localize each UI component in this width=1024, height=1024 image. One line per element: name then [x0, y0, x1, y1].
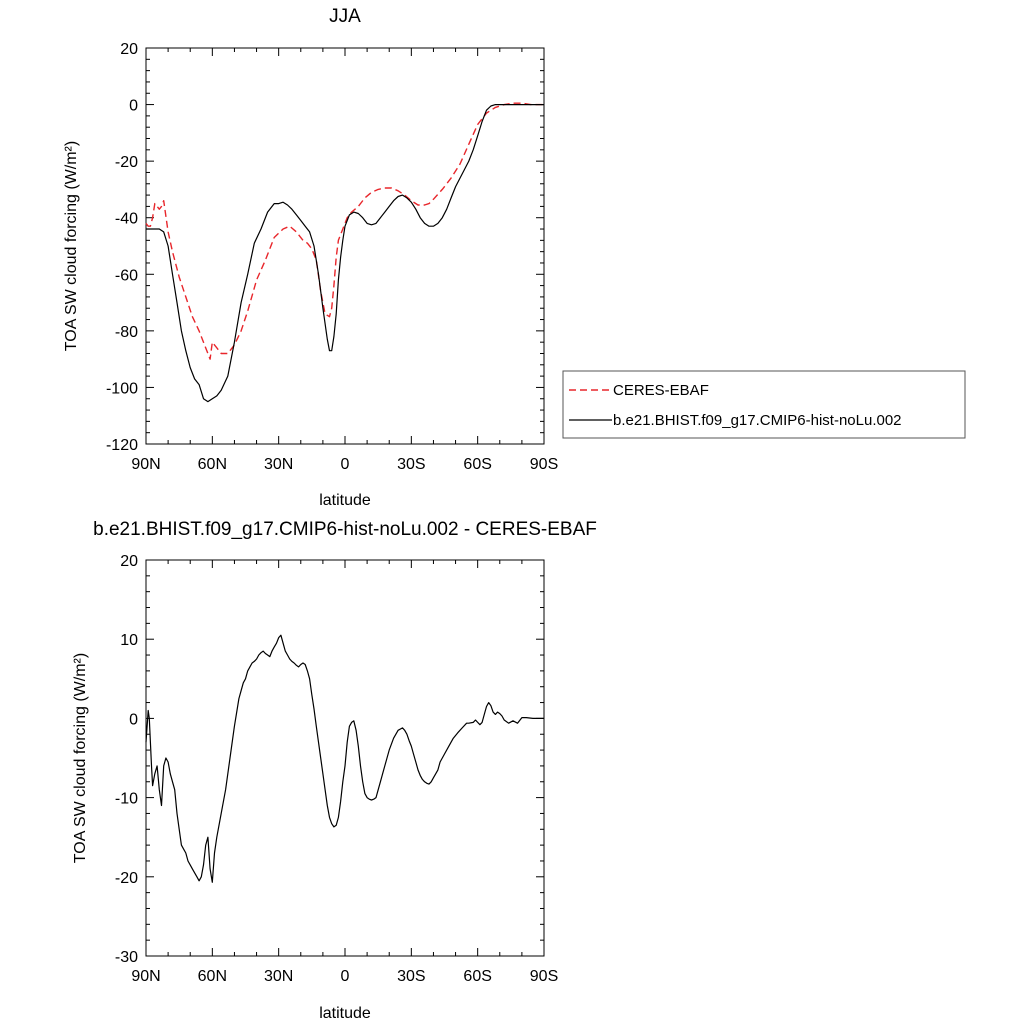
x-tick-label: 0: [341, 456, 350, 473]
y-tick-label: -40: [115, 211, 138, 228]
top-y-axis-title: TOA SW cloud forcing (W/m²): [63, 141, 80, 351]
legend-label-model: b.e21.BHIST.f09_g17.CMIP6-hist-noLu.002: [613, 412, 902, 429]
x-tick-label: 0: [341, 968, 350, 985]
top-x-tick-labels: 90N 60N 30N 0 30S 60S 90S: [131, 456, 558, 473]
bottom-y-tick-labels: 20 10 0 -10 -20 -30: [115, 553, 138, 966]
y-tick-label: -20: [115, 154, 138, 171]
top-panel: JJA 90N 60N 30N 0 30S 60S 90S 20 0 -20 -40 -60 -80 -…: [63, 6, 966, 509]
x-tick-label: 60S: [463, 968, 491, 985]
y-tick-label: -60: [115, 267, 138, 284]
bottom-axis-ticks: [145, 559, 545, 957]
y-tick-label: -10: [115, 791, 138, 808]
x-tick-label: 60N: [198, 456, 227, 473]
x-tick-label: 30S: [397, 456, 425, 473]
y-tick-label: 0: [129, 98, 138, 115]
y-tick-label: -100: [106, 380, 138, 397]
top-series-lines: [145, 102, 544, 403]
top-legend: CERES-EBAF b.e21.BHIST.f09_g17.CMIP6-his…: [562, 370, 966, 439]
x-tick-label: 90N: [131, 456, 160, 473]
x-tick-label: 60N: [198, 968, 227, 985]
top-y-tick-labels: 20 0 -20 -40 -60 -80 -100 -120: [106, 41, 138, 454]
bottom-series-lines: [145, 634, 544, 883]
legend-label-ceres: CERES-EBAF: [613, 382, 709, 399]
x-tick-label: 90S: [530, 968, 558, 985]
model-series-line: [146, 103, 544, 403]
x-tick-label: 90S: [530, 456, 558, 473]
y-tick-label: 0: [129, 711, 138, 728]
top-chart-title: JJA: [329, 6, 361, 27]
y-tick-label: 20: [120, 41, 138, 58]
x-tick-label: 60S: [463, 456, 491, 473]
difference-series-line: [145, 634, 544, 883]
y-tick-label: 20: [120, 553, 138, 570]
top-axis-ticks: [145, 47, 545, 445]
legend-box: [562, 370, 966, 439]
y-tick-label: -30: [115, 949, 138, 966]
bottom-panel: b.e21.BHIST.f09_g17.CMIP6-hist-noLu.002 …: [72, 519, 597, 1022]
y-tick-label: 10: [120, 632, 138, 649]
y-tick-label: -80: [115, 324, 138, 341]
x-tick-label: 90N: [131, 968, 160, 985]
ceres-series-line: [145, 102, 544, 360]
bottom-plot-frame: [145, 559, 545, 957]
x-tick-label: 30S: [397, 968, 425, 985]
top-x-axis-title: latitude: [319, 492, 371, 509]
x-tick-label: 30N: [264, 968, 293, 985]
top-plot-frame: [145, 47, 545, 445]
bottom-y-axis-title: TOA SW cloud forcing (W/m²): [72, 653, 89, 863]
y-tick-label: -20: [115, 870, 138, 887]
bottom-x-tick-labels: 90N 60N 30N 0 30S 60S 90S: [131, 968, 558, 985]
bottom-chart-title: b.e21.BHIST.f09_g17.CMIP6-hist-noLu.002 …: [93, 519, 597, 540]
bottom-x-axis-title: latitude: [319, 1005, 371, 1022]
y-tick-label: -120: [106, 437, 138, 454]
x-tick-label: 30N: [264, 456, 293, 473]
